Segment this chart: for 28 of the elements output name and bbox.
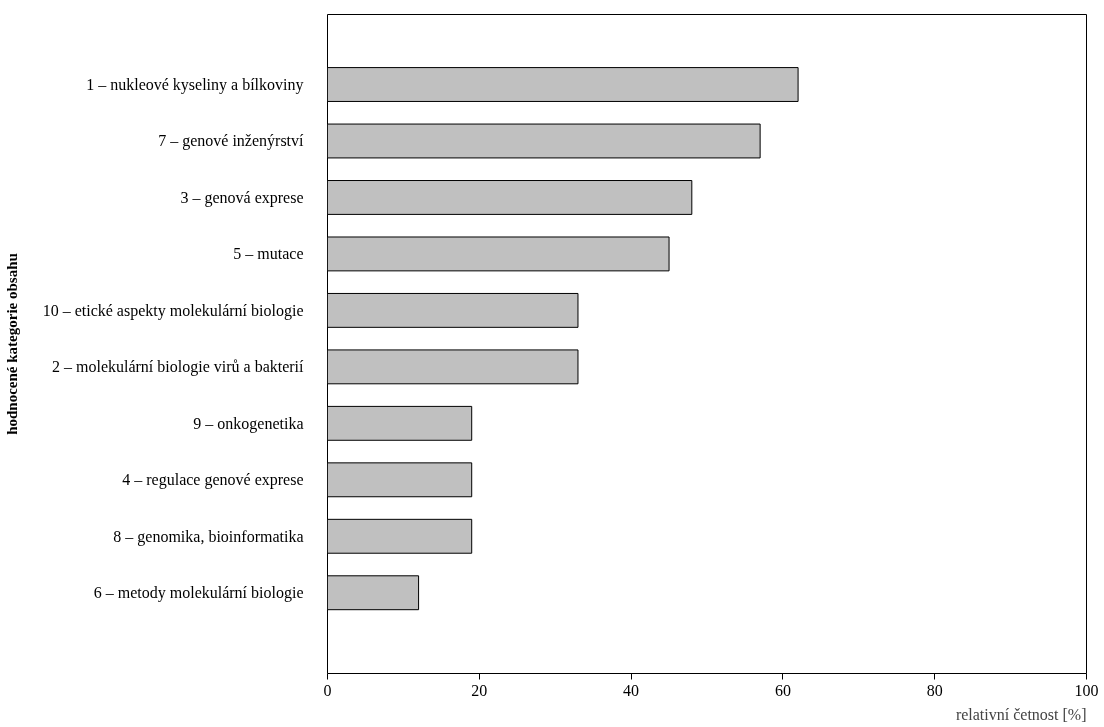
y-axis-title: hodnocené kategorie obsahu — [3, 253, 20, 435]
y-tick-label: 6 – metody molekulární biologie — [93, 584, 304, 603]
bar — [327, 518, 473, 554]
y-tick-label: 7 – genové inženýrství — [158, 132, 305, 151]
y-tick-label: 1 – nukleové kyseliny a bílkoviny — [86, 76, 304, 95]
bar — [327, 349, 579, 385]
y-tick-label: 2 – molekulární biologie virů a bakterií — [52, 358, 305, 377]
bar — [327, 236, 670, 272]
y-tick-label: 10 – etické aspekty molekulární biologie — [42, 301, 304, 320]
bar — [327, 575, 420, 611]
y-tick-label: 5 – mutace — [233, 245, 304, 263]
x-tick-label: 20 — [471, 681, 488, 699]
y-tick-label: 3 – genová exprese — [180, 188, 304, 207]
bar — [327, 292, 579, 328]
bar — [327, 67, 799, 102]
bar — [327, 405, 473, 441]
bar — [327, 180, 693, 215]
y-tick-label: 4 – regulace genové exprese — [122, 471, 304, 490]
x-tick-label: 100 — [1074, 681, 1099, 699]
bar — [327, 123, 761, 159]
x-tick-label: 40 — [623, 681, 640, 699]
x-axis-title: relativní četnost [%] — [955, 705, 1087, 723]
x-tick-label: 80 — [926, 681, 943, 699]
y-tick-label: 8 – genomika, bioinformatika — [113, 527, 304, 546]
bar — [327, 462, 473, 498]
x-tick-label: 0 — [323, 681, 332, 699]
y-tick-label: 9 – onkogenetika — [193, 414, 304, 433]
x-tick-label: 60 — [774, 681, 791, 699]
